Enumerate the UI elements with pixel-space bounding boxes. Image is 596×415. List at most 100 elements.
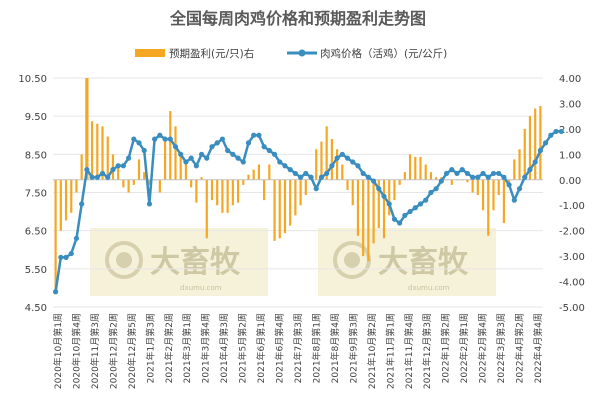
right-tick-label: -5.00 xyxy=(559,303,585,314)
x-tick-label: 2020年12月第2周 xyxy=(107,313,119,389)
legend-line-marker xyxy=(298,49,306,57)
bar xyxy=(372,179,375,244)
x-tick-label: 2020年10月第4周 xyxy=(71,313,83,389)
line-point xyxy=(261,144,267,150)
x-tick-label: 2021年7月第3周 xyxy=(292,313,304,383)
line-point xyxy=(188,155,194,161)
bar xyxy=(388,179,391,216)
bar xyxy=(476,179,479,196)
line-point xyxy=(79,201,85,207)
bar xyxy=(502,179,505,224)
line-point xyxy=(198,151,205,157)
line-point xyxy=(63,254,69,260)
line-point xyxy=(527,167,533,173)
line-point xyxy=(449,167,455,173)
bar xyxy=(356,179,360,236)
line-point xyxy=(370,178,377,184)
line-point xyxy=(214,140,220,146)
line-point xyxy=(251,132,257,138)
x-tick-label: 2020年11月第3周 xyxy=(89,313,101,389)
x-tick-label: 2021年8月第4周 xyxy=(329,313,341,383)
bar xyxy=(289,179,292,226)
chart-title: 全国每周肉鸡价格和预期盈利走势图 xyxy=(169,9,426,28)
line-point xyxy=(178,151,184,157)
x-tick-label: 2021年11月第4周 xyxy=(403,313,415,389)
line-point xyxy=(68,250,74,257)
line-point xyxy=(532,159,538,165)
bar xyxy=(346,179,349,190)
line-point xyxy=(308,174,314,180)
x-tick-label: 2021年4月第3周 xyxy=(218,313,230,383)
bar xyxy=(252,169,255,180)
bar xyxy=(362,179,365,257)
x-tick-label: 2022年4月第4周 xyxy=(532,313,544,383)
x-tick-label: 2021年8月第1周 xyxy=(311,313,323,383)
bar xyxy=(91,121,94,180)
line-point xyxy=(423,197,429,203)
bar xyxy=(205,179,208,239)
line-point xyxy=(136,140,142,146)
line-point xyxy=(459,167,465,173)
bar xyxy=(59,179,62,231)
line-point xyxy=(407,208,413,215)
right-tick-label: 4.00 xyxy=(559,74,581,85)
line-point xyxy=(402,212,408,218)
bar xyxy=(231,179,234,206)
right-axis: 4.00 3.00 2.00 1.00 0.00 -1.00 -2.00 -3.00 -4.00… xyxy=(559,74,585,314)
line-point xyxy=(58,254,64,260)
left-tick-label: 4.50 xyxy=(25,303,47,314)
watermark-logo-icon xyxy=(105,241,143,279)
line-point xyxy=(537,147,543,154)
line-point xyxy=(131,136,137,142)
watermark-right: 大畜牧 dxumu.com xyxy=(318,228,496,296)
bar xyxy=(101,126,104,180)
bar xyxy=(377,179,380,229)
bar xyxy=(429,172,433,180)
bar xyxy=(336,149,339,180)
watermark-url: dxumu.com xyxy=(408,284,450,292)
line-point xyxy=(73,235,80,241)
x-tick-label: 2021年1月第3周 xyxy=(144,313,156,383)
right-tick-label: -2.00 xyxy=(559,227,585,238)
bar xyxy=(367,179,370,262)
line-point xyxy=(501,174,507,180)
bar xyxy=(471,179,474,193)
line-point xyxy=(292,170,298,177)
line-point xyxy=(464,170,471,177)
line-point xyxy=(475,174,481,180)
bar xyxy=(70,179,73,213)
bar xyxy=(257,164,260,180)
right-tick-label: -3.00 xyxy=(559,252,585,263)
bar xyxy=(481,179,485,211)
x-tick-label: 2021年9月第3周 xyxy=(347,313,359,383)
line-point xyxy=(287,167,293,173)
line-point xyxy=(204,155,210,161)
bar xyxy=(54,179,57,295)
x-tick-label: 2022年2月第4周 xyxy=(477,313,489,383)
legend: 预期盈利(元/只)右 肉鸡价格（活鸡）(元/公斤) xyxy=(135,47,447,60)
line-point xyxy=(303,170,309,177)
bar xyxy=(127,179,130,193)
line-point xyxy=(376,186,382,192)
line-point xyxy=(256,132,262,138)
line-point xyxy=(516,186,523,192)
line-point xyxy=(417,201,424,207)
watermark-text: 大畜牧 xyxy=(378,245,469,280)
bar xyxy=(315,149,318,180)
bar xyxy=(184,161,188,180)
left-tick-label: 6.50 xyxy=(25,227,47,238)
left-axis: 4.50 5.50 6.50 7.50 8.50 9.50 10.50 xyxy=(18,74,47,314)
line-point xyxy=(318,174,325,180)
line-point xyxy=(245,140,252,146)
line-point xyxy=(167,136,173,142)
bar-series xyxy=(54,78,542,295)
bar xyxy=(137,159,141,180)
line-point xyxy=(381,193,387,199)
line-point xyxy=(334,155,340,161)
line-point xyxy=(548,132,554,138)
bar xyxy=(283,179,287,234)
line-point xyxy=(339,151,345,157)
line-point xyxy=(110,167,116,173)
line-point xyxy=(313,186,319,192)
x-tick-label: 2021年11月第1周 xyxy=(384,313,396,389)
